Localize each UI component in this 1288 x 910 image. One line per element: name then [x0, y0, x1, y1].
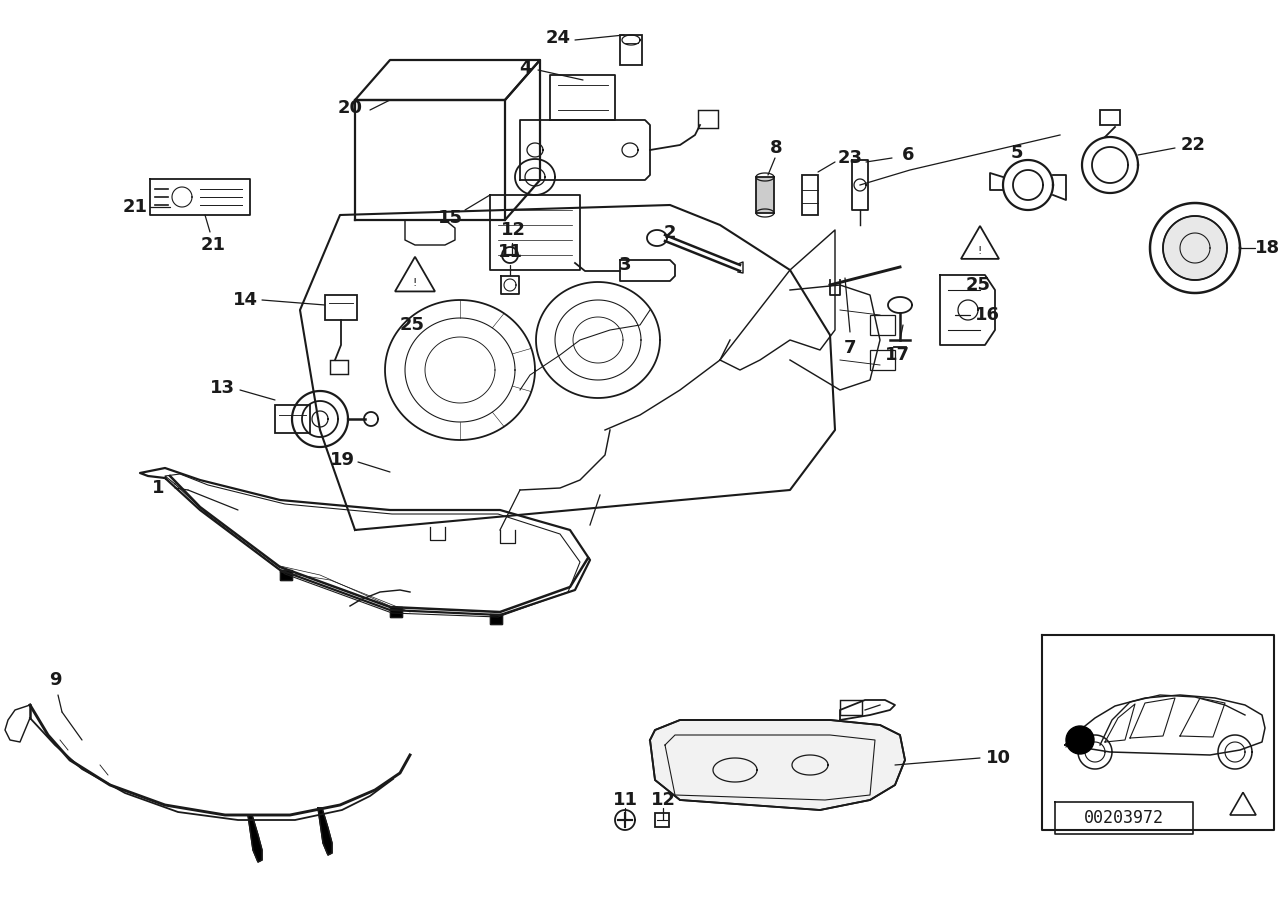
Text: 11: 11 — [613, 791, 638, 809]
Bar — [802, 175, 818, 215]
Text: 6: 6 — [902, 146, 914, 164]
Circle shape — [1066, 726, 1094, 754]
Bar — [330, 360, 348, 374]
Text: 25: 25 — [966, 276, 990, 294]
Text: !: ! — [978, 246, 983, 256]
Text: 00203972: 00203972 — [1084, 809, 1164, 827]
Bar — [1100, 110, 1121, 125]
Polygon shape — [1163, 216, 1227, 280]
Text: 3: 3 — [618, 256, 631, 274]
Text: 14: 14 — [233, 291, 258, 309]
Text: 23: 23 — [837, 149, 863, 167]
Text: !: ! — [413, 278, 417, 288]
Text: 21: 21 — [201, 236, 225, 254]
Text: 21: 21 — [122, 198, 148, 216]
Polygon shape — [390, 607, 402, 617]
Bar — [276, 405, 310, 433]
Text: 15: 15 — [438, 209, 462, 227]
Text: 13: 13 — [210, 379, 234, 397]
Text: 16: 16 — [975, 306, 999, 324]
Bar — [698, 110, 717, 128]
Bar — [869, 315, 895, 335]
Text: 10: 10 — [985, 749, 1011, 767]
Polygon shape — [489, 614, 502, 624]
Text: 5: 5 — [1011, 144, 1023, 162]
Text: 18: 18 — [1256, 239, 1280, 257]
Polygon shape — [249, 815, 261, 862]
Polygon shape — [650, 720, 905, 810]
Text: 8: 8 — [770, 139, 782, 157]
Text: 12: 12 — [501, 221, 526, 239]
Text: 2: 2 — [663, 224, 676, 242]
Bar — [325, 295, 357, 320]
Text: 22: 22 — [1181, 136, 1206, 154]
Bar — [656, 813, 668, 827]
Text: 19: 19 — [330, 451, 354, 469]
Bar — [840, 700, 862, 715]
Polygon shape — [318, 808, 332, 855]
Text: 4: 4 — [519, 59, 531, 77]
Text: 17: 17 — [885, 346, 909, 364]
Text: 9: 9 — [49, 671, 62, 689]
Text: 11: 11 — [497, 243, 523, 261]
Text: 1: 1 — [152, 479, 165, 497]
Bar — [869, 350, 895, 370]
Bar — [756, 177, 774, 213]
Text: 24: 24 — [546, 29, 571, 47]
Text: 7: 7 — [844, 339, 857, 357]
Bar — [620, 35, 641, 65]
Text: 25: 25 — [399, 316, 425, 334]
Polygon shape — [279, 570, 292, 580]
Text: 12: 12 — [650, 791, 675, 809]
Text: 20: 20 — [337, 99, 362, 117]
